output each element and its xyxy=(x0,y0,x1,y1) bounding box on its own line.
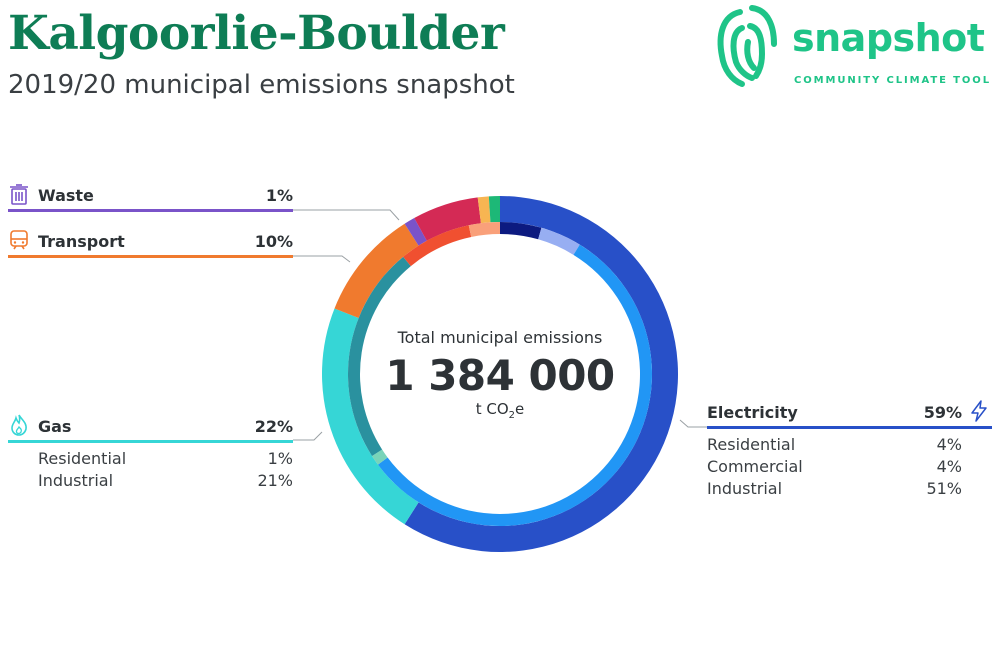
electricity-header: Electricity 59% xyxy=(707,400,992,429)
gas-percent: 22% xyxy=(254,417,293,436)
electricity-sub-row: Commercial 4% xyxy=(707,457,992,479)
outer-slice-transport[interactable] xyxy=(334,223,419,319)
unit-suffix: e xyxy=(515,400,525,418)
inner-slice-segment-6[interactable] xyxy=(403,225,472,267)
gas-sub-row: Industrial 21% xyxy=(8,471,293,493)
gas-header: Gas 22% xyxy=(8,414,293,443)
train-icon xyxy=(10,230,28,250)
gas-sub-percent: 1% xyxy=(267,449,293,468)
transport-percent: 10% xyxy=(254,232,293,251)
page-subtitle: 2019/20 municipal emissions snapshot xyxy=(8,70,515,100)
gas-sub-percent: 21% xyxy=(257,471,293,490)
transport-connector-line xyxy=(293,255,351,263)
outer-slice-waste[interactable] xyxy=(404,218,427,246)
electricity-sub-label: Commercial xyxy=(707,457,803,476)
waste-connector-line xyxy=(293,209,400,221)
inner-slice-gas-industrial[interactable] xyxy=(348,256,411,456)
trash-icon xyxy=(10,184,28,205)
category-electricity[interactable]: Electricity 59% Residential 4% Commercia… xyxy=(707,400,992,501)
total-emissions-value: 1 384 000 xyxy=(385,351,615,400)
flame-icon xyxy=(11,414,27,436)
gas-label: Gas xyxy=(38,417,72,436)
outer-slice-gas[interactable] xyxy=(322,308,419,525)
waste-percent: 1% xyxy=(265,186,293,205)
total-emissions-label: Total municipal emissions xyxy=(397,328,603,347)
electricity-sub-row: Residential 4% xyxy=(707,435,992,457)
inner-slice-electricity-residential[interactable] xyxy=(500,222,542,240)
category-transport[interactable]: Transport 10% xyxy=(8,229,293,258)
gas-connector-line xyxy=(293,431,323,441)
inner-slice-gas-residential[interactable] xyxy=(372,449,388,465)
electricity-sub-row: Industrial 51% xyxy=(707,479,992,501)
logo-wordmark: snapshot xyxy=(792,16,985,60)
lightning-icon xyxy=(971,400,987,422)
unit-prefix: t CO xyxy=(475,400,509,418)
electricity-percent: 59% xyxy=(923,403,962,422)
electricity-sub-label: Industrial xyxy=(707,479,783,498)
category-gas[interactable]: Gas 22% Residential 1% Industrial 21% xyxy=(8,414,293,493)
inner-slice-segment-7[interactable] xyxy=(468,222,500,237)
outer-slice-segment-6[interactable] xyxy=(477,196,491,224)
gas-sub-label: Industrial xyxy=(38,471,114,490)
unit-subscript: 2 xyxy=(508,410,516,421)
total-emissions-unit: t CO2e xyxy=(380,400,620,421)
gas-sub-label: Residential xyxy=(38,449,127,468)
page-title: Kalgoorlie-Boulder xyxy=(8,6,505,61)
electricity-sub-percent: 4% xyxy=(936,435,962,454)
snapshot-logo[interactable]: snapshot COMMUNITY CLIMATE TOOL xyxy=(712,0,1000,92)
fingerprint-icon xyxy=(717,5,777,87)
electricity-label: Electricity xyxy=(707,403,798,422)
electricity-connector-line xyxy=(679,419,707,428)
transport-label: Transport xyxy=(38,232,125,251)
logo-tagline: COMMUNITY CLIMATE TOOL xyxy=(794,75,991,86)
transport-header: Transport 10% xyxy=(8,229,293,258)
electricity-breakdown: Residential 4% Commercial 4% Industrial … xyxy=(707,435,992,501)
outer-slice-segment-5[interactable] xyxy=(414,197,481,241)
gas-breakdown: Residential 1% Industrial 21% xyxy=(8,449,293,493)
electricity-sub-percent: 51% xyxy=(926,479,962,498)
waste-label: Waste xyxy=(38,186,94,205)
outer-slice-segment-7[interactable] xyxy=(488,196,500,223)
total-emissions-panel: Total municipal emissions 1 384 000 t CO… xyxy=(380,328,620,421)
electricity-sub-percent: 4% xyxy=(936,457,962,476)
category-waste[interactable]: Waste 1% xyxy=(8,183,293,212)
gas-sub-row: Residential 1% xyxy=(8,449,293,471)
waste-header: Waste 1% xyxy=(8,183,293,212)
inner-slice-electricity-commercial[interactable] xyxy=(538,227,580,255)
electricity-sub-label: Residential xyxy=(707,435,796,454)
outer-slice-electricity[interactable] xyxy=(404,196,678,552)
